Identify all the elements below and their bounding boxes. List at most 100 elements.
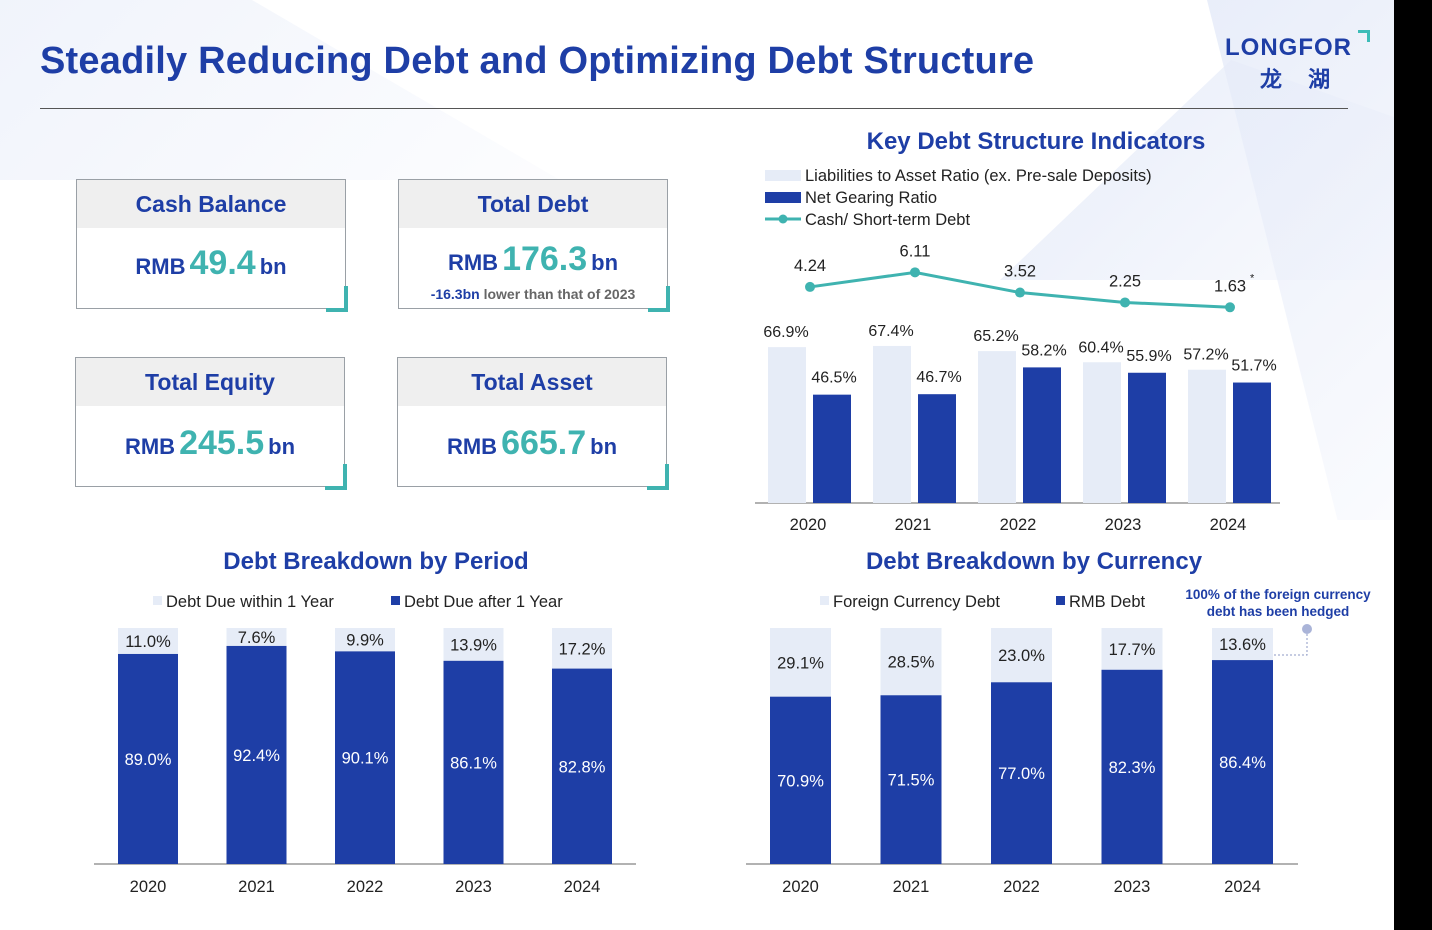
bar-net-gearing: [1023, 367, 1061, 503]
legend-label-net-gearing: Net Gearing Ratio: [805, 189, 937, 207]
card-corner-accent: [326, 286, 348, 312]
label-net-gearing: 51.7%: [1231, 358, 1276, 375]
x-tick-label: 2024: [1224, 878, 1261, 896]
label-net-gearing: 46.7%: [916, 369, 961, 386]
point-cash-short-term-debt: [910, 267, 920, 278]
legend-swatch-net-gearing: [765, 192, 801, 203]
debt-by-currency-chart: Foreign Currency Debt RMB Debt 29.1% 70.9% 2…: [746, 593, 1312, 896]
card-corner-accent: [325, 464, 347, 490]
label-foreign-currency-debt: 28.5%: [888, 654, 935, 672]
point-cash-short-term-debt: [1015, 287, 1025, 298]
x-tick-label: 2021: [893, 878, 930, 896]
label-due-after-1-year: 86.1%: [450, 754, 497, 772]
bar-liabilities-ratio: [978, 351, 1016, 503]
label-due-within-1-year: 13.9%: [450, 636, 497, 654]
debt-change-text: lower than that of 2023: [479, 286, 636, 302]
bar-segment-rmb-debt: [1101, 669, 1163, 864]
card-heading: Total Asset: [398, 358, 666, 406]
total-debt-card: Total Debt RMB 176.3 bn -16.3bn lower than…: [398, 179, 670, 312]
legend-label-liabilities: Liabilities to Asset Ratio (ex. Pre-sale…: [805, 167, 1152, 185]
label-due-after-1-year: 89.0%: [125, 751, 172, 769]
debt-change-note: -16.3bn lower than that of 2023: [399, 286, 667, 302]
label-net-gearing: 55.9%: [1126, 348, 1171, 365]
label-foreign-currency-debt: 13.6%: [1219, 636, 1266, 654]
debt-change-value: -16.3bn: [430, 286, 480, 302]
label-liabilities-ratio: 67.4%: [868, 323, 913, 340]
x-tick-label: 2022: [1000, 516, 1037, 534]
bar-segment-due-within-1-year: [335, 628, 395, 652]
x-tick-label: 2022: [347, 878, 384, 896]
bar-segment-foreign-currency-debt: [1101, 628, 1163, 670]
bar-segment-foreign-currency-debt: [991, 628, 1052, 683]
label-rmb-debt: 82.3%: [1109, 759, 1156, 777]
legend-label: Foreign Currency Debt: [833, 593, 1000, 611]
bar-segment-rmb-debt: [770, 696, 831, 864]
callout-connector: [1274, 634, 1308, 656]
bar-segment-due-after-1-year: [226, 645, 287, 864]
bar-segment-due-after-1-year: [552, 668, 612, 864]
footnote-asterisk: *: [1250, 272, 1255, 284]
card-heading: Cash Balance: [77, 180, 345, 228]
screen-edge: [1394, 0, 1432, 930]
unit: bn: [259, 254, 287, 279]
x-tick-label: 2020: [782, 878, 819, 896]
bar-segment-due-within-1-year: [118, 628, 178, 654]
x-tick-label: 2023: [455, 878, 492, 896]
label-rmb-debt: 77.0%: [998, 765, 1045, 783]
unit: bn: [590, 434, 618, 459]
x-tick-label: 2020: [790, 516, 827, 534]
currency-prefix: RMB: [124, 434, 176, 459]
bar-segment-due-after-1-year: [335, 651, 395, 864]
label-due-after-1-year: 92.4%: [233, 747, 280, 765]
unit: bn: [591, 250, 619, 275]
label-net-gearing: 46.5%: [811, 370, 856, 387]
total-asset-card: Total Asset RMB 665.7 bn: [397, 357, 669, 490]
bar-net-gearing: [813, 394, 851, 503]
legend-swatch: [1056, 596, 1065, 605]
legend-swatch: [153, 596, 162, 605]
callout-marker: [1302, 624, 1312, 634]
bar-net-gearing: [1233, 382, 1271, 503]
legend-swatch-liabilities: [765, 170, 801, 181]
amount: 176.3: [502, 240, 588, 278]
label-liabilities-ratio: 57.2%: [1183, 347, 1228, 364]
legend-label: RMB Debt: [1069, 593, 1146, 611]
unit: bn: [268, 434, 296, 459]
logo-text: LONGFOR: [1225, 34, 1352, 61]
bar-segment-foreign-currency-debt: [770, 628, 831, 697]
point-cash-short-term-debt: [1120, 297, 1130, 308]
x-tick-label: 2023: [1105, 516, 1142, 534]
x-tick-label: 2024: [564, 878, 601, 896]
label-cash-short-term-debt: 2.25: [1109, 272, 1141, 290]
legend-label-cash-ratio: Cash/ Short-term Debt: [805, 211, 970, 229]
legend-swatch: [820, 596, 829, 605]
label-due-after-1-year: 90.1%: [342, 750, 389, 768]
bar-segment-due-after-1-year: [118, 653, 178, 864]
x-tick-label: 2020: [130, 878, 167, 896]
bar-liabilities-ratio: [768, 347, 806, 503]
label-due-within-1-year: 9.9%: [346, 632, 384, 650]
amount: 49.4: [189, 244, 256, 282]
label-rmb-debt: 86.4%: [1219, 754, 1266, 772]
bar-segment-foreign-currency-debt: [880, 628, 942, 696]
bar-segment-rmb-debt: [1212, 660, 1273, 864]
card-value: RMB 49.4 bn: [77, 244, 345, 283]
legend-label: Debt Due within 1 Year: [166, 593, 334, 611]
label-due-within-1-year: 17.2%: [559, 640, 606, 658]
logo-corner-mark: [1358, 30, 1370, 42]
legend-marker-cash-ratio: [778, 214, 788, 224]
bar-segment-due-within-1-year: [552, 628, 612, 669]
label-foreign-currency-debt: 23.0%: [998, 647, 1045, 665]
card-value: RMB 665.7 bn: [398, 424, 666, 463]
card-heading: Total Debt: [399, 180, 667, 228]
bar-segment-due-within-1-year: [443, 628, 504, 661]
label-cash-short-term-debt: 6.11: [900, 242, 931, 260]
label-cash-short-term-debt: 1.63: [1214, 277, 1246, 295]
logo-chinese-text: 龙 湖: [1260, 67, 1341, 92]
cash-balance-card: Cash Balance RMB 49.4 bn: [76, 179, 348, 312]
label-liabilities-ratio: 60.4%: [1078, 339, 1123, 356]
page-title: Steadily Reducing Debt and Optimizing De…: [40, 40, 1035, 82]
amount: 665.7: [501, 424, 587, 462]
x-tick-label: 2021: [238, 878, 275, 896]
point-cash-short-term-debt: [1225, 302, 1235, 313]
